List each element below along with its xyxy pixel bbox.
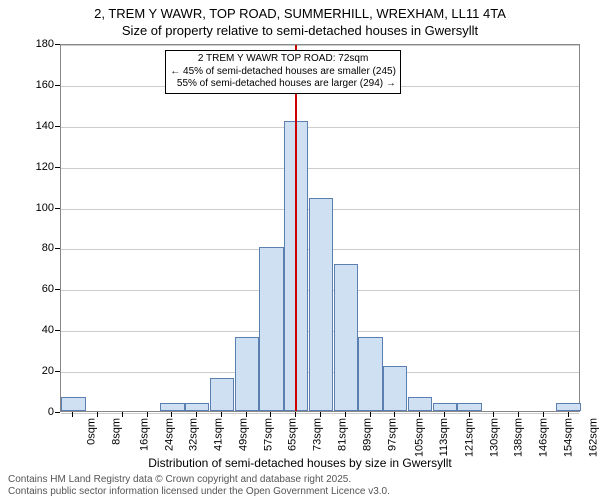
x-axis-label: Distribution of semi-detached houses by … xyxy=(0,456,600,470)
y-tick-mark xyxy=(55,289,60,290)
plot-area xyxy=(60,44,580,412)
histogram-bar xyxy=(457,403,481,411)
x-tick-label: 97sqm xyxy=(386,418,398,451)
x-tick-label: 49sqm xyxy=(237,418,249,451)
histogram-bar xyxy=(309,198,333,411)
x-tick-mark xyxy=(469,412,470,417)
x-tick-label: 154sqm xyxy=(562,418,574,457)
x-tick-label: 130sqm xyxy=(488,418,500,457)
chart-title-line1: 2, TREM Y WAWR, TOP ROAD, SUMMERHILL, WR… xyxy=(0,0,600,23)
x-tick-label: 41sqm xyxy=(213,418,225,451)
histogram-bar xyxy=(383,366,407,411)
x-tick-mark xyxy=(147,412,148,417)
x-tick-mark xyxy=(295,412,296,417)
y-tick-mark xyxy=(55,167,60,168)
reference-line xyxy=(295,45,297,411)
x-tick-mark xyxy=(518,412,519,417)
x-tick-mark xyxy=(122,412,123,417)
x-tick-mark xyxy=(568,412,569,417)
y-tick-mark xyxy=(55,208,60,209)
x-tick-mark xyxy=(493,412,494,417)
histogram-bar xyxy=(259,247,283,411)
x-tick-label: 0sqm xyxy=(86,418,98,445)
x-tick-label: 105sqm xyxy=(414,418,426,457)
x-tick-mark xyxy=(221,412,222,417)
y-tick-mark xyxy=(55,248,60,249)
y-tick-label: 160 xyxy=(36,79,54,91)
annotation-line1: 2 TREM Y WAWR TOP ROAD: 72sqm xyxy=(170,53,396,66)
gridline xyxy=(61,45,579,46)
gridline xyxy=(61,127,579,128)
y-tick-label: 180 xyxy=(36,38,54,50)
x-tick-label: 89sqm xyxy=(361,418,373,451)
x-tick-mark xyxy=(196,412,197,417)
chart-title-line2: Size of property relative to semi-detach… xyxy=(0,23,600,40)
x-tick-mark xyxy=(171,412,172,417)
y-tick-label: 100 xyxy=(36,202,54,214)
histogram-bar xyxy=(556,403,580,411)
x-tick-label: 138sqm xyxy=(513,418,525,457)
x-tick-label: 121sqm xyxy=(463,418,475,457)
x-tick-mark xyxy=(394,412,395,417)
gridline xyxy=(61,168,579,169)
y-tick-mark xyxy=(55,371,60,372)
x-tick-label: 146sqm xyxy=(538,418,550,457)
histogram-bar xyxy=(334,264,358,411)
x-tick-label: 113sqm xyxy=(438,418,450,456)
x-tick-label: 32sqm xyxy=(188,418,200,451)
y-tick-mark xyxy=(55,85,60,86)
y-tick-label: 0 xyxy=(48,406,54,418)
footer-attribution: Contains HM Land Registry data © Crown c… xyxy=(8,474,390,498)
x-tick-label: 162sqm xyxy=(587,418,599,457)
annotation-line2: ← 45% of semi-detached houses are smalle… xyxy=(170,66,396,79)
x-tick-mark xyxy=(444,412,445,417)
y-tick-mark xyxy=(55,126,60,127)
histogram-bar xyxy=(235,337,259,411)
y-tick-label: 80 xyxy=(42,242,54,254)
x-tick-mark xyxy=(345,412,346,417)
x-tick-mark xyxy=(270,412,271,417)
x-tick-mark xyxy=(320,412,321,417)
x-tick-label: 65sqm xyxy=(287,418,299,451)
histogram-bar xyxy=(358,337,382,411)
y-tick-label: 40 xyxy=(42,324,54,336)
x-tick-label: 16sqm xyxy=(138,418,150,451)
y-tick-mark xyxy=(55,330,60,331)
histogram-bar xyxy=(433,403,457,411)
annotation-line3: 55% of semi-detached houses are larger (… xyxy=(170,78,396,91)
y-tick-label: 20 xyxy=(42,365,54,377)
x-tick-mark xyxy=(419,412,420,417)
y-tick-mark xyxy=(55,44,60,45)
footer-line1: Contains HM Land Registry data © Crown c… xyxy=(8,474,390,486)
annotation-box: 2 TREM Y WAWR TOP ROAD: 72sqm ← 45% of s… xyxy=(165,50,401,94)
x-tick-mark xyxy=(543,412,544,417)
footer-line2: Contains public sector information licen… xyxy=(8,486,390,498)
x-tick-mark xyxy=(246,412,247,417)
histogram-bar xyxy=(160,403,184,411)
y-tick-label: 140 xyxy=(36,120,54,132)
x-tick-mark xyxy=(370,412,371,417)
histogram-bar xyxy=(408,397,432,411)
x-tick-label: 73sqm xyxy=(312,418,324,451)
histogram-bar xyxy=(210,378,234,411)
y-tick-mark xyxy=(55,412,60,413)
histogram-bar xyxy=(61,397,85,411)
chart-container: 2, TREM Y WAWR, TOP ROAD, SUMMERHILL, WR… xyxy=(0,0,600,500)
plot-region: 2 TREM Y WAWR TOP ROAD: 72sqm ← 45% of s… xyxy=(60,44,580,412)
x-tick-mark xyxy=(72,412,73,417)
x-tick-mark xyxy=(97,412,98,417)
y-tick-label: 120 xyxy=(36,161,54,173)
histogram-bar xyxy=(185,403,209,411)
x-tick-label: 8sqm xyxy=(111,418,123,445)
y-tick-label: 60 xyxy=(42,283,54,295)
x-tick-label: 81sqm xyxy=(337,418,349,451)
x-tick-label: 57sqm xyxy=(262,418,274,451)
x-tick-label: 24sqm xyxy=(163,418,175,451)
